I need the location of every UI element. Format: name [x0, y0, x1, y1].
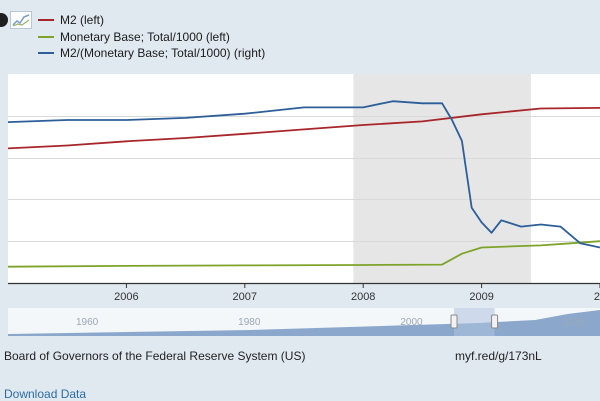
legend-label: Monetary Base; Total/1000 (left)	[60, 30, 230, 44]
short-url[interactable]: myf.red/g/173nL	[455, 349, 542, 363]
line-graph-icon[interactable]	[10, 11, 32, 29]
settings-icon[interactable]	[0, 13, 8, 27]
source-text: Board of Governors of the Federal Reserv…	[4, 349, 306, 363]
navigator-tick-label: 1960	[76, 317, 99, 328]
navigator-tick-label: 2020	[563, 317, 586, 328]
series-line-1	[7, 107, 600, 150]
chart-tools[interactable]	[0, 11, 32, 29]
x-tick-label: 2008	[351, 291, 375, 303]
navigator-tick-label: 2000	[400, 317, 423, 328]
x-tick-label: 2006	[114, 291, 138, 303]
x-tick-label: 20	[594, 291, 600, 303]
legend-swatch-icon	[38, 52, 54, 54]
navigator-area	[8, 310, 600, 336]
legend-label: M2 (left)	[60, 13, 105, 27]
legend-item-m2[interactable]: M2 (left)	[38, 12, 104, 28]
legend-item-monetary-base[interactable]: Monetary Base; Total/1000 (left)	[38, 29, 230, 45]
series-line-3	[7, 100, 600, 249]
navigator-handle	[450, 314, 458, 329]
legend-label: M2/(Monetary Base; Total/1000) (right)	[60, 46, 266, 60]
series-line-2	[7, 240, 600, 268]
x-tick-label: 2009	[469, 291, 493, 303]
legend-swatch-icon	[38, 36, 54, 38]
navigator-tick-label: 1980	[238, 317, 261, 328]
recession-shading	[353, 74, 531, 283]
legend-item-ratio[interactable]: M2/(Monetary Base; Total/1000) (right)	[38, 45, 265, 61]
x-tick-label: 2007	[233, 291, 257, 303]
navigator-selection	[454, 308, 495, 336]
chart-legend: M2 (left) Monetary Base; Total/1000 (lef…	[0, 0, 600, 74]
download-data-link[interactable]: Download Data	[4, 387, 87, 401]
legend-swatch-icon	[38, 19, 54, 21]
navigator-handle	[491, 314, 499, 329]
chart[interactable]: 2006 2007 2008 2009 20 1960 1980 2000 2020	[0, 74, 600, 344]
